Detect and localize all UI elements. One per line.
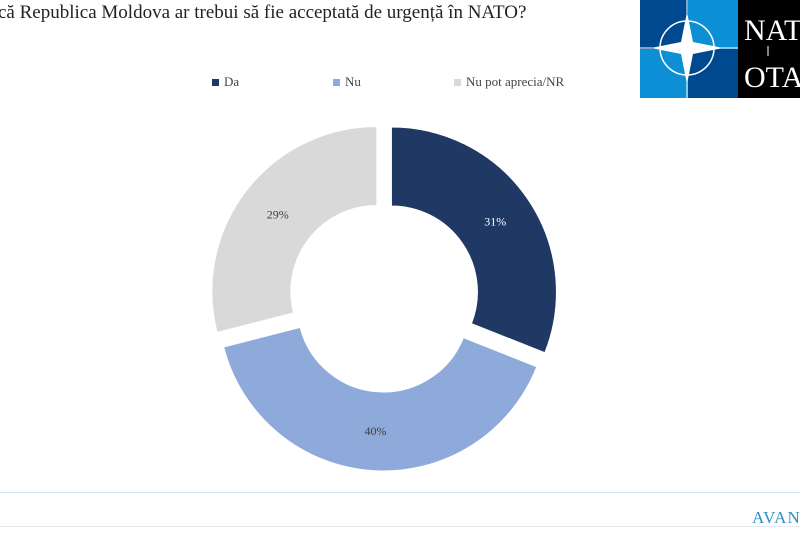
legend-label: Da — [224, 74, 240, 89]
legend-swatch — [212, 78, 219, 86]
logo-text-nato: NAT — [744, 14, 800, 47]
logo-text-otan: OTA — [744, 61, 800, 94]
legend-label: Nu — [345, 74, 361, 89]
data-label: 29% — [267, 208, 289, 222]
legend-item-nu-pot-aprecia: Nu pot aprecia/NR — [454, 74, 564, 90]
footer-divider — [0, 526, 800, 527]
chart-title: că Republica Moldova ar trebui să fie ac… — [0, 2, 527, 23]
nato-logo: NAT OTA — [640, 0, 800, 98]
donut-slice-nu — [223, 326, 538, 472]
donut-slice-nu-pot-aprecia-nr — [211, 125, 378, 334]
legend-swatch — [454, 78, 461, 86]
data-label: 31% — [484, 214, 506, 228]
data-label: 40% — [365, 424, 387, 438]
legend-item-da: Da — [212, 74, 239, 90]
footer-brand-logo: AVAN — [752, 508, 800, 527]
donut-slice-da — [390, 126, 557, 354]
footer-divider — [0, 492, 800, 493]
legend-item-nu: Nu — [333, 74, 361, 90]
legend-label: Nu pot aprecia/NR — [466, 74, 565, 89]
legend-swatch — [333, 78, 340, 86]
